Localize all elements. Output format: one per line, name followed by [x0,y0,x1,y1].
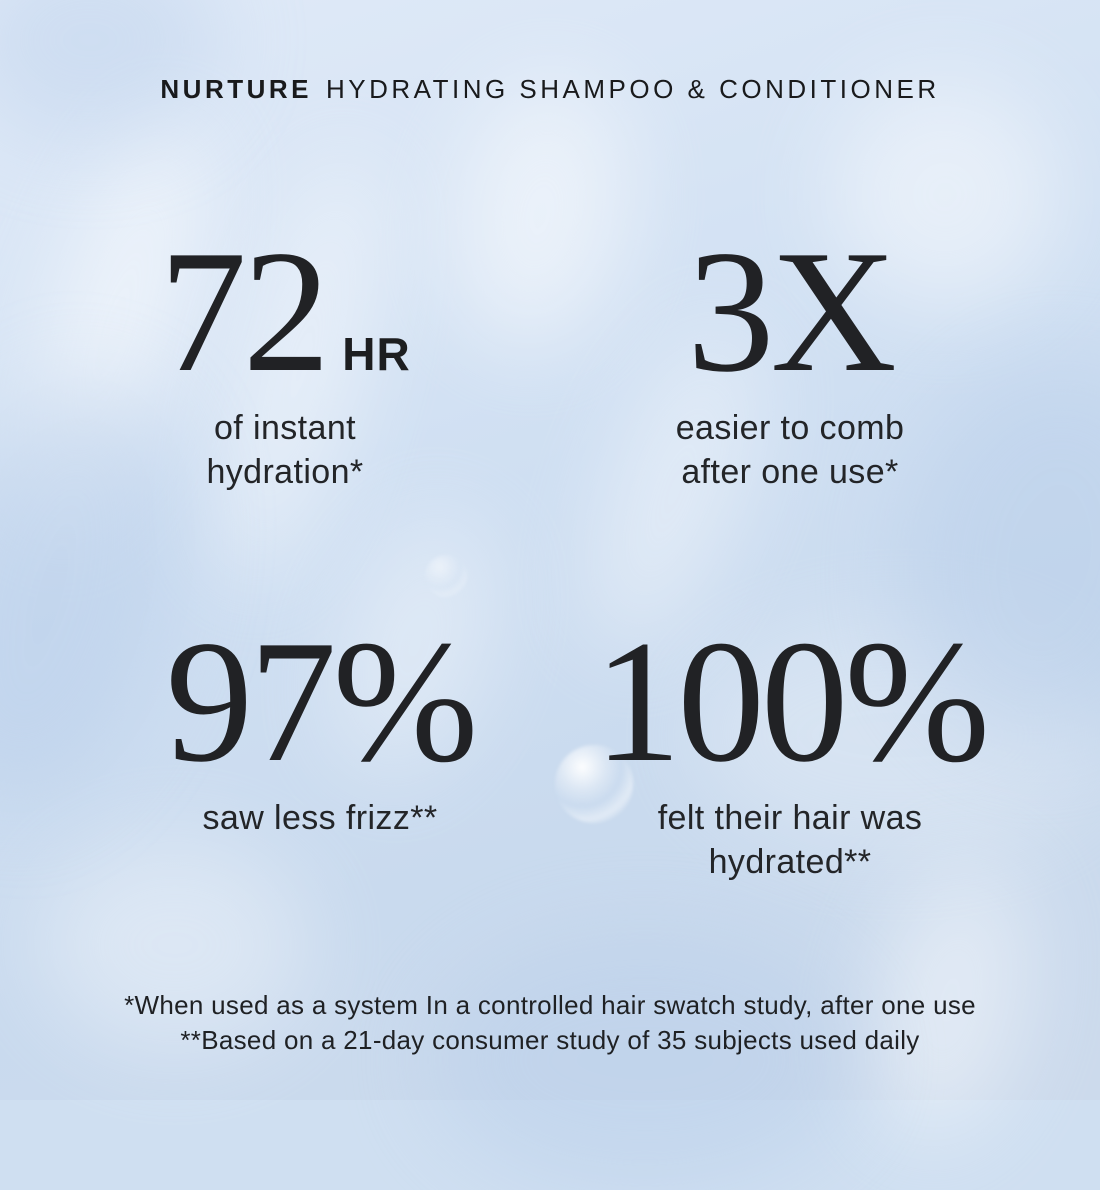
footnote-line: **Based on a 21-day consumer study of 35… [180,1024,920,1055]
stat-caption: saw less frizz** [202,799,438,837]
footnote-line: *When used as a system In a controlled h… [124,990,976,1020]
stat-97pct: 97% saw less frizz** [90,614,550,841]
stat-72hr: 72 HR of instant hydration* [55,224,515,494]
stat-value: 72 [159,214,330,408]
stat-caption: felt their hair was hydrated** [657,799,923,881]
stat-number-row: 72 HR [55,224,515,399]
footnotes: *When used as a system In a controlled h… [0,988,1100,1057]
stat-caption: easier to comb after one use* [675,409,905,491]
water-background [0,0,1100,1100]
stat-3x: 3X easier to comb after one use* [570,224,1010,494]
stat-100pct: 100% felt their hair was hydrated** [560,614,1020,884]
stat-number-row: 3X [570,224,1010,399]
bubble [425,555,467,597]
brand-name: NURTURE [160,74,312,104]
product-name: HYDRATING SHAMPOO & CONDITIONER [326,74,940,104]
stat-value: 100% [593,604,990,798]
stat-unit: HR [342,328,411,380]
bubble [555,745,633,823]
stat-number-row: 97% [90,614,550,789]
page-title: NURTURE HYDRATING SHAMPOO & CONDITIONER [0,74,1100,105]
stat-value: 97% [165,604,479,798]
stat-caption: of instant hydration* [206,409,364,491]
stat-number-row: 100% [560,614,1020,789]
stat-value: 3X [687,214,897,408]
